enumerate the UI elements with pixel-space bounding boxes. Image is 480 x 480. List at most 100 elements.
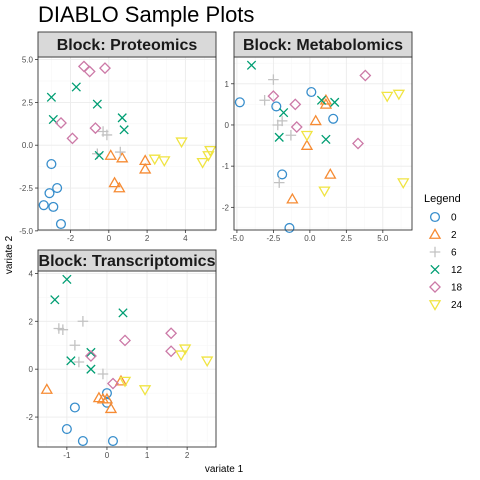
data-point-group-6 <box>69 339 81 351</box>
data-point-group-12 <box>66 356 76 366</box>
data-point-group-18 <box>352 137 364 150</box>
data-point-group-6 <box>273 177 285 188</box>
data-point-group-6 <box>101 129 113 141</box>
data-point-group-6 <box>57 324 69 335</box>
data-point-group-2 <box>114 374 128 386</box>
data-point-group-24 <box>381 91 394 103</box>
panel-title: Block: Proteomics <box>57 37 198 54</box>
data-point-group-24 <box>178 344 192 356</box>
panel-strip <box>37 249 217 272</box>
data-point-group-12 <box>86 347 96 358</box>
data-point-group-12 <box>246 60 257 70</box>
data-point-group-18 <box>54 116 67 129</box>
y-tick-label: -2.5 <box>19 184 33 193</box>
x-tick-label: -1 <box>63 451 71 460</box>
panel-axes: -1 0 1 2 -2 0 2 4 <box>26 269 190 460</box>
data-point-group-12 <box>71 82 81 92</box>
panel-points <box>38 60 217 230</box>
y-axis-title: variate 2 <box>4 235 15 274</box>
data-point-group-2 <box>300 139 314 150</box>
data-point-group-12 <box>316 95 327 105</box>
panel-background <box>38 57 216 230</box>
data-point-group-12 <box>118 308 128 318</box>
legend-label: 12 <box>451 265 463 276</box>
panel-1: Block: Proteomics -2 0 2 4 -5.0 -2.5 0.0 2.5 5.0 <box>19 31 217 243</box>
data-point-group-6 <box>268 74 279 85</box>
legend-entry-24: 24 <box>428 300 463 311</box>
data-point-group-18 <box>359 69 372 82</box>
data-point-group-2 <box>104 149 117 160</box>
data-point-group-18 <box>165 345 178 358</box>
legend-label: 24 <box>451 300 463 311</box>
data-point-group-24 <box>200 356 214 368</box>
data-point-group-2 <box>113 181 126 193</box>
x-tick-label: 0.0 <box>304 234 316 243</box>
y-tick-label: 1 <box>225 80 230 89</box>
panel-grid <box>38 271 216 447</box>
legend-entry-18: 18 <box>429 281 463 294</box>
data-point-group-18 <box>106 377 119 390</box>
panel-background <box>234 57 412 230</box>
data-point-group-2 <box>319 98 333 109</box>
legend: Legend 0 2 6 12 18 24 <box>424 193 463 311</box>
data-point-group-24 <box>174 350 188 362</box>
y-tick-label: -2 <box>222 203 230 212</box>
x-tick-label: 0 <box>107 234 112 243</box>
legend-key-diamond <box>429 281 441 293</box>
data-point-group-0 <box>44 188 55 199</box>
data-point-group-18 <box>165 327 178 340</box>
legend-entry-0: 0 <box>429 211 457 224</box>
data-point-group-18 <box>289 98 302 111</box>
data-point-group-6 <box>276 115 288 127</box>
y-tick-label: 4 <box>29 269 34 278</box>
x-tick-label: -2.5 <box>266 234 280 243</box>
data-point-group-24 <box>196 157 209 169</box>
legend-key-triangle-down <box>428 300 442 311</box>
legend-key-triangle <box>428 228 442 239</box>
x-tick-label: 2.5 <box>341 234 353 243</box>
data-point-group-24 <box>148 154 161 166</box>
data-point-group-12 <box>62 274 72 285</box>
legend-key-circle <box>429 211 441 223</box>
data-point-group-0 <box>38 200 49 211</box>
y-tick-label: 5.0 <box>22 56 34 65</box>
data-point-group-2 <box>138 162 152 174</box>
data-point-group-2 <box>100 392 114 404</box>
x-tick-label: 2 <box>145 234 150 243</box>
x-tick-label: 4 <box>183 234 188 243</box>
legend-label: 2 <box>451 230 457 241</box>
data-point-group-0 <box>77 435 88 447</box>
y-tick-label: 0 <box>29 365 34 374</box>
data-point-group-24 <box>392 89 406 101</box>
data-point-group-24 <box>138 385 152 396</box>
data-point-group-24 <box>158 156 171 167</box>
panel-3: Block: Transcriptomics -1 0 1 2 -2 0 2 4 <box>26 249 217 460</box>
data-point-group-12 <box>278 107 289 118</box>
x-tick-label: 1 <box>145 451 150 460</box>
data-point-group-18 <box>66 132 79 145</box>
data-point-group-0 <box>277 169 288 180</box>
data-point-group-6 <box>97 368 109 380</box>
x-tick-label: -2 <box>67 234 75 243</box>
data-point-group-2 <box>309 114 322 126</box>
x-tick-label: 5.0 <box>377 234 389 243</box>
data-point-group-24 <box>204 145 217 157</box>
y-tick-label: -1 <box>222 162 230 171</box>
legend-entry-2: 2 <box>428 228 457 241</box>
panel-points <box>40 274 214 447</box>
panels-layer: Block: Proteomics-2 0 2 4-5.0-2.50.02.55.0B… <box>19 31 413 460</box>
data-point-group-12 <box>330 97 340 107</box>
panel-2: Block: Metabolomics -5.0 -2.5 0.0 2.5 5.0 -2 -1… <box>222 31 413 243</box>
x-tick-label: 2 <box>185 451 190 460</box>
data-point-group-12 <box>321 134 331 145</box>
data-point-group-6 <box>285 129 297 141</box>
data-point-group-0 <box>48 201 59 212</box>
data-point-group-24 <box>300 130 314 142</box>
y-tick-label: 0 <box>225 121 230 130</box>
data-point-group-6 <box>73 356 85 368</box>
data-point-group-0 <box>234 97 245 108</box>
data-point-group-2 <box>108 176 121 188</box>
data-point-group-0 <box>52 182 63 194</box>
panel-axes: -2 0 2 4 -5.0 -2.5 0.0 2.5 5.0 <box>19 56 188 243</box>
